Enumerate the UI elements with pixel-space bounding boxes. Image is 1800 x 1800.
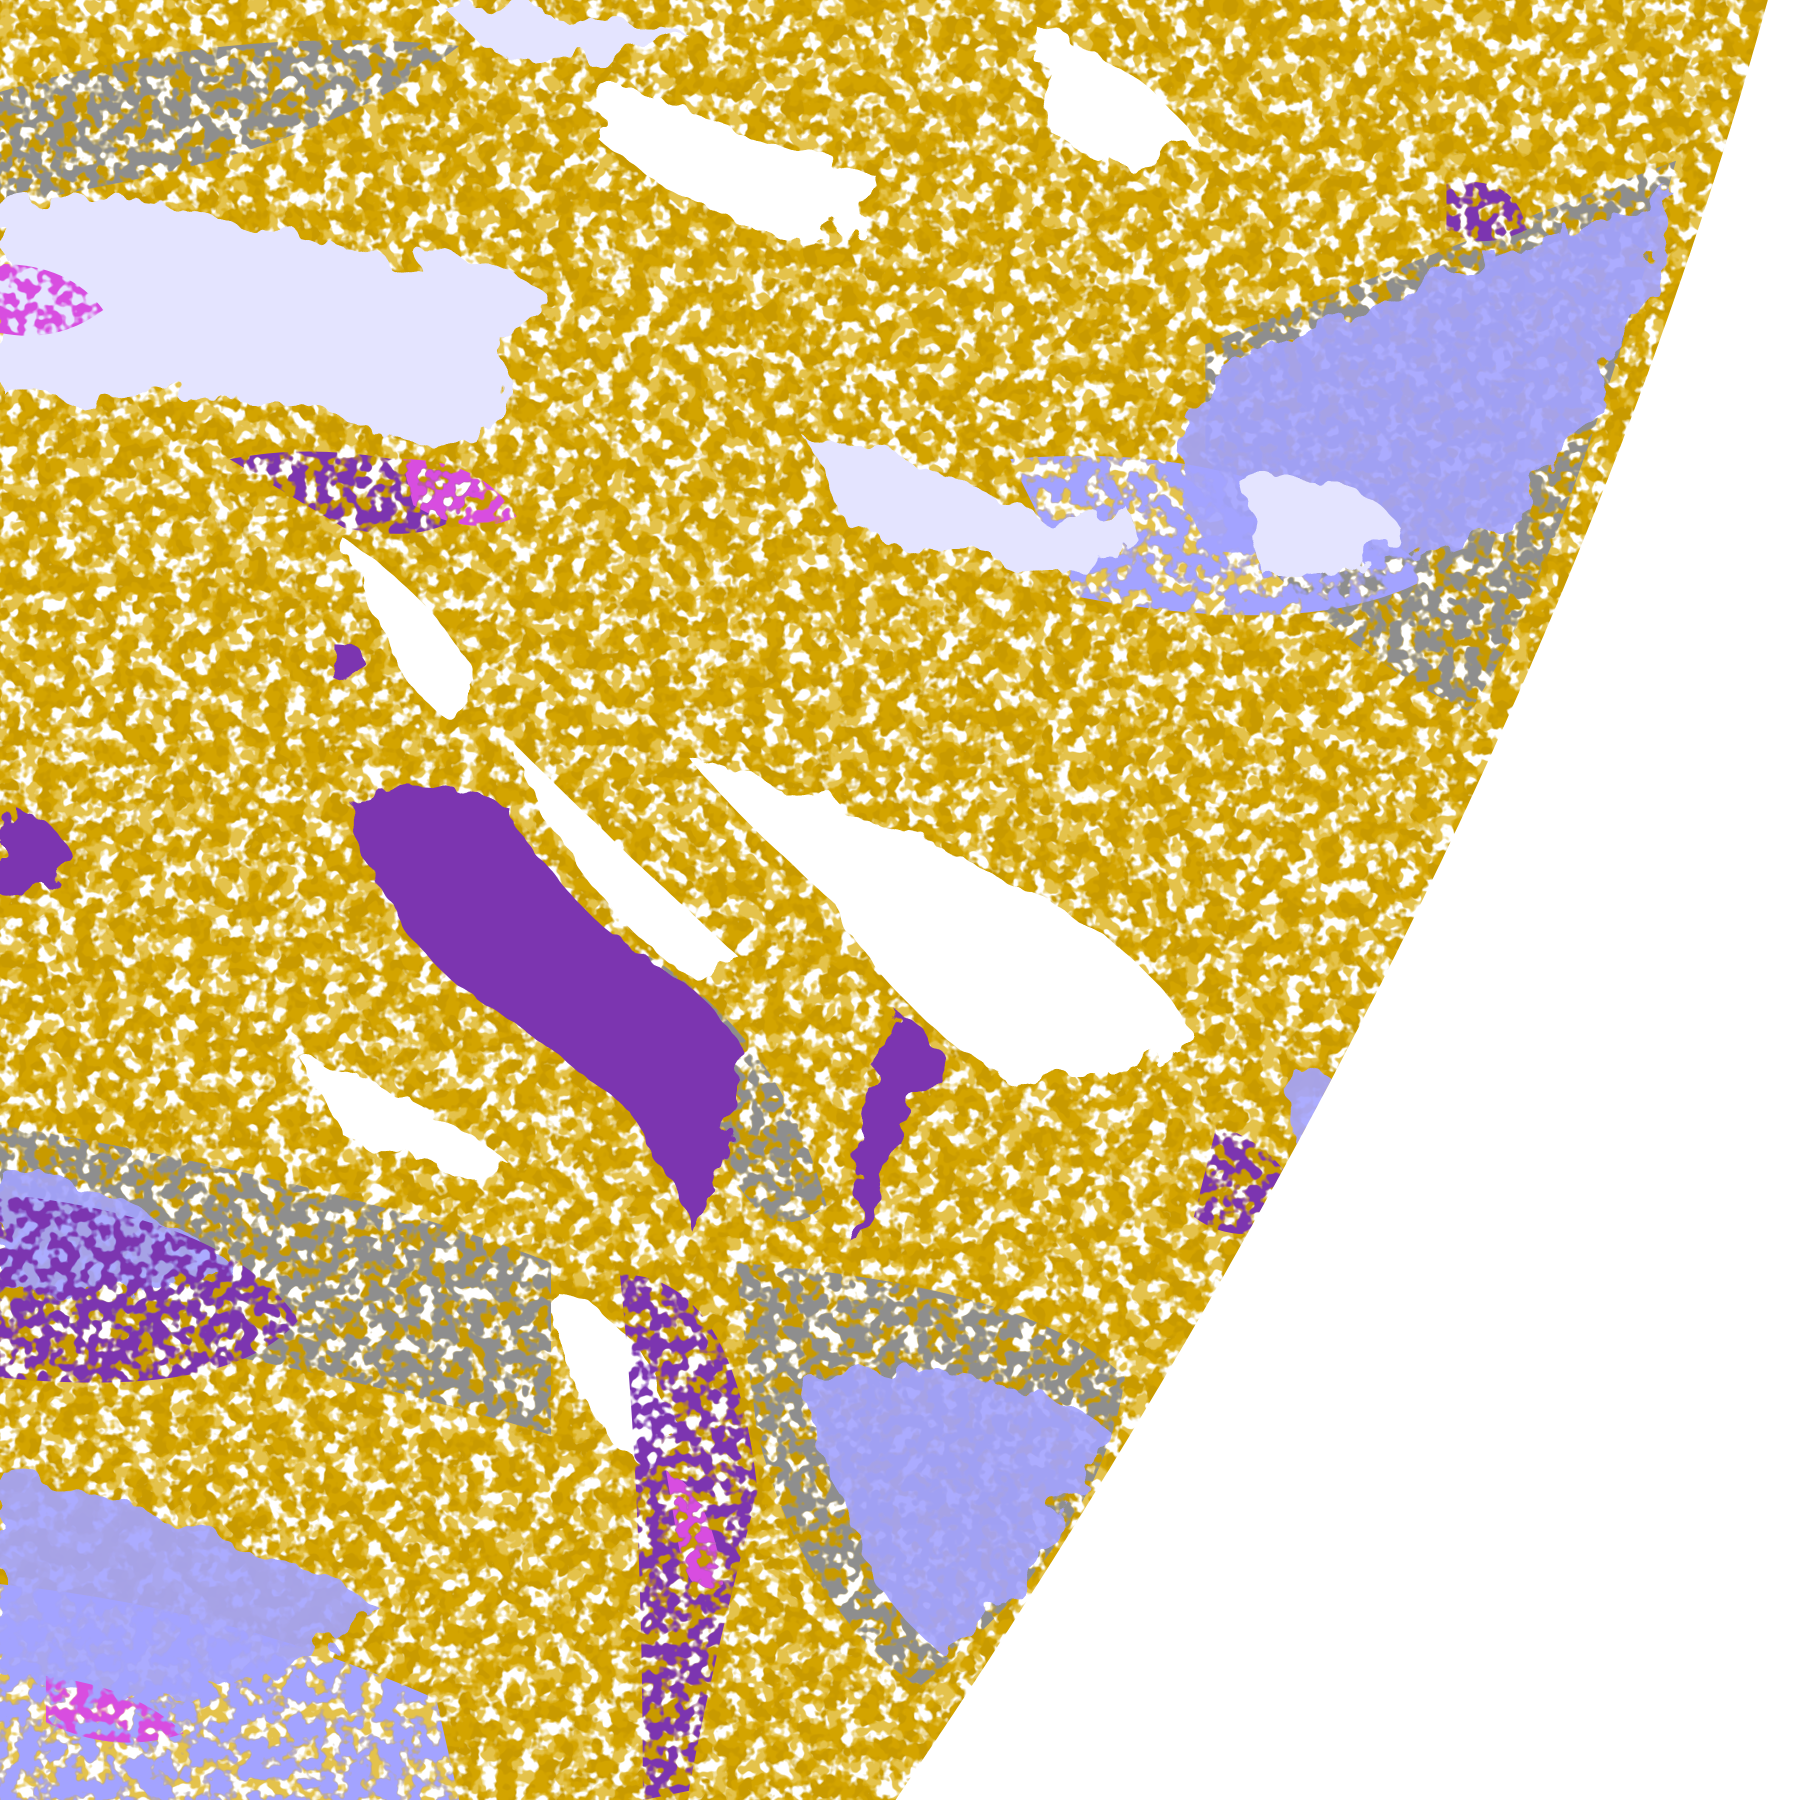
lavender-speckle (0, 455, 1435, 1800)
pale-lavender-cloud-layer (0, 0, 1401, 580)
purple-cloud-layer (0, 642, 942, 1252)
magenta-cloud-layer (0, 264, 724, 1743)
